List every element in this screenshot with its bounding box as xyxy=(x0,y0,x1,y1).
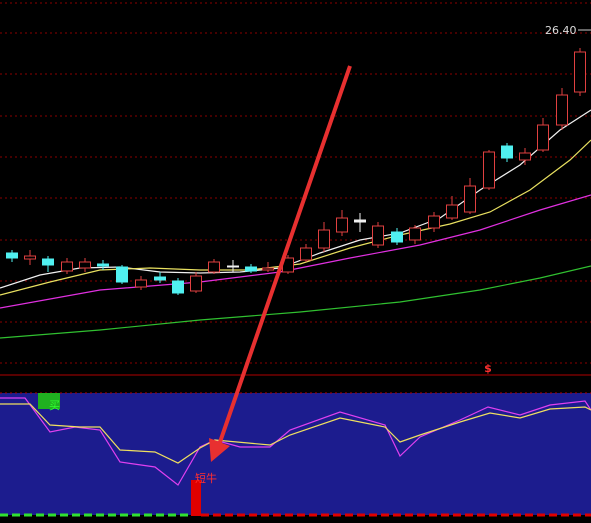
ma-green xyxy=(0,265,591,339)
price-grid xyxy=(0,2,591,364)
buy-signal-bar xyxy=(38,393,60,409)
arrow-head xyxy=(209,438,230,462)
candle-body xyxy=(116,266,128,283)
ma-magenta xyxy=(0,194,591,309)
candle-body xyxy=(227,265,239,268)
candle-body xyxy=(409,227,421,241)
candle-body xyxy=(154,276,166,281)
short-bull-label: 短牛 xyxy=(195,471,217,485)
short-bull-bar xyxy=(191,480,201,516)
candle-body xyxy=(519,152,531,161)
candle-body xyxy=(354,219,366,223)
candlesticks xyxy=(6,48,586,295)
candle-body xyxy=(446,204,458,219)
candle-body xyxy=(501,145,513,159)
candle-body xyxy=(483,151,495,189)
candle-body xyxy=(172,280,184,294)
candle-body xyxy=(428,215,440,229)
candle-body xyxy=(537,124,549,151)
buy-signal-label: 买 xyxy=(49,399,60,412)
candle-body xyxy=(245,266,257,272)
candle-body xyxy=(135,279,147,288)
candle-body xyxy=(97,263,109,267)
candle-body xyxy=(79,261,91,269)
candle-body xyxy=(262,267,274,271)
candle-body xyxy=(6,252,18,259)
candle-body xyxy=(336,217,348,233)
candle-body xyxy=(391,231,403,243)
indicator-panel xyxy=(0,393,591,515)
price-label: 26.40 xyxy=(545,24,577,37)
candle-body xyxy=(190,275,202,292)
candle-body xyxy=(318,229,330,249)
candle-body xyxy=(574,51,586,93)
candle-body xyxy=(208,261,220,273)
arrow-shaft xyxy=(217,65,352,446)
candle-body xyxy=(464,185,476,213)
indicator-lines xyxy=(0,397,591,486)
candle-body xyxy=(42,258,54,266)
candle-body xyxy=(372,225,384,246)
candle-body xyxy=(556,94,568,126)
candle-body xyxy=(300,247,312,261)
indicator-yellow xyxy=(0,403,591,464)
candle-body xyxy=(24,255,36,260)
indicator-marker: $ xyxy=(484,362,492,375)
candle-body xyxy=(61,261,73,272)
indicator-magenta xyxy=(0,397,591,486)
ma-yellow xyxy=(0,139,591,296)
